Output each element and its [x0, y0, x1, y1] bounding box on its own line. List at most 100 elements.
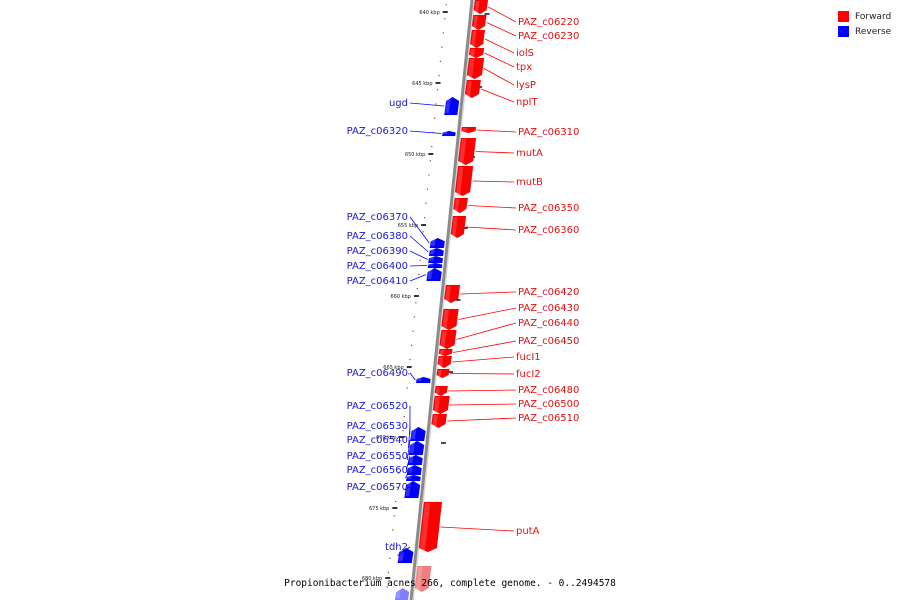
gene-arrow[interactable] — [429, 237, 446, 249]
gene-highlight — [435, 387, 440, 394]
gene-label[interactable]: PAZ_c06220 — [518, 17, 579, 28]
gene-arrow[interactable] — [426, 267, 443, 282]
gene-body — [469, 29, 486, 49]
label-leader — [409, 372, 416, 381]
gene-arrow[interactable] — [439, 329, 457, 350]
gene-label[interactable]: PAZ_c06360 — [518, 225, 579, 236]
gene-arrow[interactable] — [464, 79, 482, 99]
gene-label[interactable]: PAZ_c06500 — [518, 399, 579, 410]
gene-label[interactable]: ugd — [389, 98, 408, 109]
ruler-minor-tick — [392, 529, 394, 531]
gene-label[interactable]: tdh2 — [385, 542, 408, 553]
gene-label[interactable]: PAZ_c06540 — [347, 435, 408, 446]
gene-label[interactable]: PAZ_c06380 — [347, 231, 408, 242]
gene-arrow[interactable] — [441, 308, 459, 331]
gene-body — [441, 308, 459, 331]
gene-arrow[interactable] — [395, 588, 410, 600]
gene-arrow[interactable] — [473, 0, 489, 15]
gene-body — [436, 368, 450, 379]
gene-arrow[interactable] — [406, 464, 423, 476]
gene-arrow[interactable] — [428, 247, 445, 257]
gene-arrow[interactable] — [431, 413, 448, 429]
gene-body — [471, 14, 487, 31]
gene-label[interactable]: PAZ_c06320 — [347, 126, 408, 137]
gene-arrow[interactable] — [404, 480, 421, 499]
gene-label[interactable]: PAZ_c06400 — [347, 261, 408, 272]
gene-arrow[interactable] — [397, 547, 414, 564]
gene-label[interactable]: PAZ_c06370 — [347, 212, 408, 223]
gene-body — [431, 413, 448, 429]
legend-reverse-label: Reverse — [855, 26, 892, 37]
gene-body — [418, 501, 443, 553]
legend-reverse: Reverse — [838, 24, 891, 39]
ruler-tick-label: 665 kbp — [383, 365, 403, 371]
gene-label[interactable]: PAZ_c06550 — [347, 451, 408, 462]
gene-label[interactable]: PAZ_c06570 — [347, 482, 408, 493]
gene-arrow[interactable] — [457, 137, 477, 166]
gene-label[interactable]: PAZ_c06440 — [518, 318, 579, 329]
gene-label[interactable]: fucI1 — [516, 352, 541, 363]
gene-arrow[interactable] — [443, 284, 461, 304]
gene-arrow[interactable] — [408, 440, 425, 456]
gene-arrow[interactable] — [469, 29, 486, 49]
gene-label[interactable]: PAZ_c06310 — [518, 127, 579, 138]
gene-label[interactable]: PAZ_c06350 — [518, 203, 579, 214]
gene-label[interactable]: PAZ_c06430 — [518, 303, 579, 314]
gene-arrow[interactable] — [436, 368, 450, 379]
gene-arrow[interactable] — [453, 197, 469, 214]
gene-label[interactable]: lysP — [516, 80, 536, 91]
gene-label[interactable]: PAZ_c06390 — [347, 246, 408, 257]
gene-arrow[interactable] — [418, 501, 443, 553]
gene-highlight — [428, 264, 434, 266]
gene-label[interactable]: fucI2 — [516, 369, 541, 380]
gene-label[interactable]: PAZ_c06480 — [518, 385, 579, 396]
gene-arrow[interactable] — [466, 57, 485, 80]
gene-label[interactable]: PAZ_c06490 — [347, 368, 408, 379]
gene-label[interactable]: mutA — [516, 148, 543, 159]
gene-arrow[interactable] — [437, 355, 453, 369]
gene-arrow[interactable] — [427, 262, 443, 269]
gene-body — [397, 547, 414, 564]
gene-label[interactable]: PAZ_c06410 — [347, 276, 408, 287]
gene-label[interactable]: tpx — [516, 62, 532, 73]
gene-label[interactable]: PAZ_c06520 — [347, 401, 408, 412]
gene-arrow[interactable] — [415, 376, 431, 384]
gene-label[interactable]: PAZ_c06450 — [518, 336, 579, 347]
gene-body — [415, 376, 431, 384]
label-leader — [409, 130, 442, 134]
gene-label[interactable]: PAZ_c06420 — [518, 287, 579, 298]
gene-highlight — [466, 81, 472, 96]
gene-arrow[interactable] — [461, 126, 477, 134]
gene-arrow[interactable] — [441, 130, 456, 137]
gene-label[interactable]: PAZ_c06530 — [347, 421, 408, 432]
gene-arrow[interactable] — [438, 348, 453, 357]
gene-arrow[interactable] — [434, 385, 449, 397]
gene-highlight — [409, 442, 416, 453]
gene-arrow[interactable] — [454, 165, 474, 197]
gene-arrow[interactable] — [450, 215, 467, 239]
ruler-minor-tick — [389, 557, 391, 559]
ruler-minor-tick — [428, 174, 430, 176]
label-leader — [440, 526, 515, 532]
gene-arrow[interactable] — [444, 96, 460, 116]
gene-label[interactable]: nplT — [516, 97, 538, 108]
gene-arrow[interactable] — [427, 255, 444, 264]
gene-label[interactable]: PAZ_c06230 — [518, 31, 579, 42]
gene-arrow[interactable] — [414, 566, 432, 592]
gene-arrow[interactable] — [432, 395, 451, 415]
gene-label[interactable]: PAZ_c06510 — [518, 413, 579, 424]
label-leader — [409, 274, 427, 282]
gene-arrow[interactable] — [409, 426, 426, 442]
gene-label[interactable]: PAZ_c06560 — [347, 465, 408, 476]
gene-label[interactable]: mutB — [516, 177, 543, 188]
ruler-minor-tick — [399, 458, 401, 460]
label-leader — [409, 265, 428, 267]
gene-highlight — [429, 249, 435, 254]
gene-arrow[interactable] — [405, 474, 421, 482]
gene-label[interactable]: iolS — [516, 48, 534, 59]
gene-arrow[interactable] — [468, 47, 485, 59]
label-leader — [404, 486, 411, 490]
gene-arrow[interactable] — [471, 14, 487, 31]
gene-label[interactable]: putA — [516, 526, 540, 537]
